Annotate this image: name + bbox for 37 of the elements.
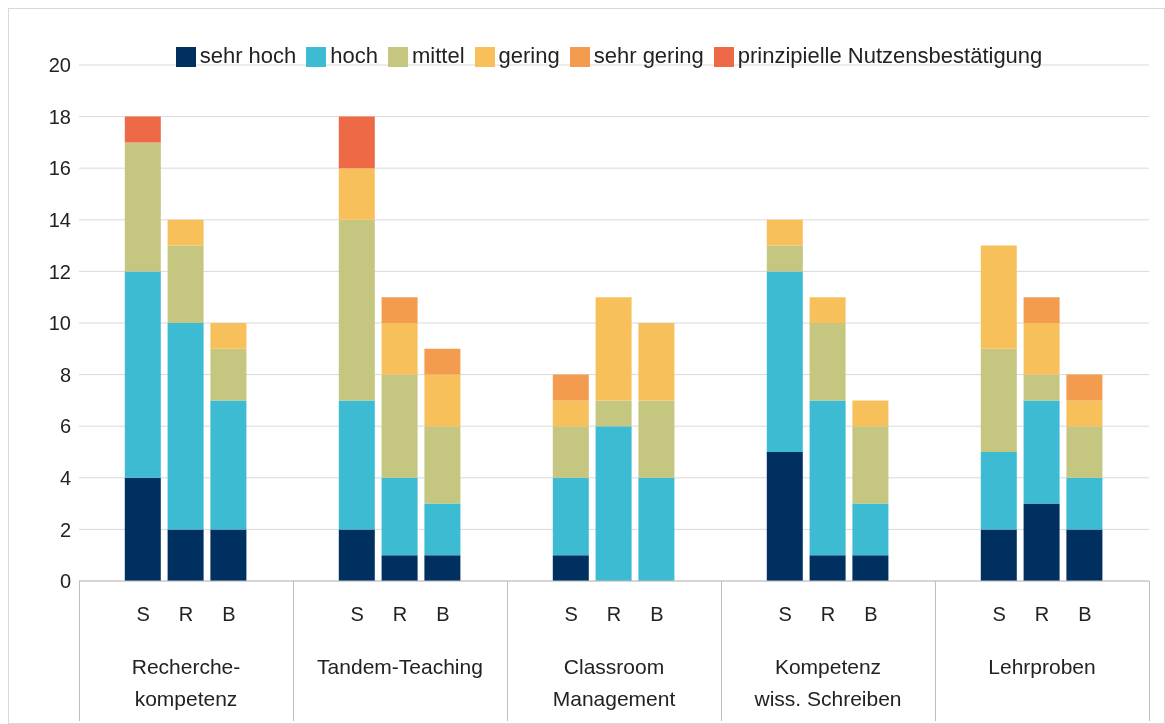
x-tick-label: B — [1078, 603, 1092, 626]
x-tick-label: S — [778, 603, 792, 626]
x-tick-label: B — [436, 603, 450, 626]
x-tick-label: R — [606, 603, 622, 626]
x-tick-label: R — [178, 603, 194, 626]
y-tick-label: 4 — [59, 466, 71, 489]
x-tick-label: B — [650, 603, 664, 626]
text: Recherche- kompetenz — [130, 654, 242, 712]
y-tick-label: 0 — [59, 570, 71, 593]
y-tick-label: 2 — [59, 518, 71, 541]
text: Kompetenz wiss. Schreiben — [753, 654, 903, 712]
text: Tandem-Teaching — [316, 654, 484, 680]
x-tick-label: S — [992, 603, 1006, 626]
y-tick-label: 6 — [59, 415, 71, 438]
x-tick-label: S — [350, 603, 364, 626]
text: Lehrproben — [987, 654, 1097, 680]
legend-label: gering — [498, 43, 560, 68]
y-tick-label: 8 — [59, 363, 71, 386]
legend-label: sehr gering — [593, 43, 704, 68]
x-tick-label: B — [864, 603, 878, 626]
y-tick-label: 10 — [48, 312, 71, 335]
x-tick-label: R — [820, 603, 836, 626]
y-tick-label: 18 — [48, 105, 71, 128]
x-tick-label: R — [1034, 603, 1050, 626]
y-tick-label: 14 — [48, 208, 71, 231]
x-tick-label: S — [136, 603, 150, 626]
text: Classroom Management — [551, 654, 677, 712]
legend-label: prinzipielle Nutzensbestätigung — [737, 43, 1043, 68]
y-tick-label: 12 — [48, 260, 71, 283]
legend-label: sehr hoch — [199, 43, 297, 68]
x-tick-label: S — [564, 603, 578, 626]
legend-label: mittel — [412, 43, 465, 68]
x-tick-label: R — [392, 603, 408, 626]
x-tick-label: B — [222, 603, 236, 626]
legend-label: hoch — [330, 43, 378, 68]
y-tick-label: 16 — [48, 157, 71, 180]
y-tick-label: 20 — [48, 54, 71, 77]
